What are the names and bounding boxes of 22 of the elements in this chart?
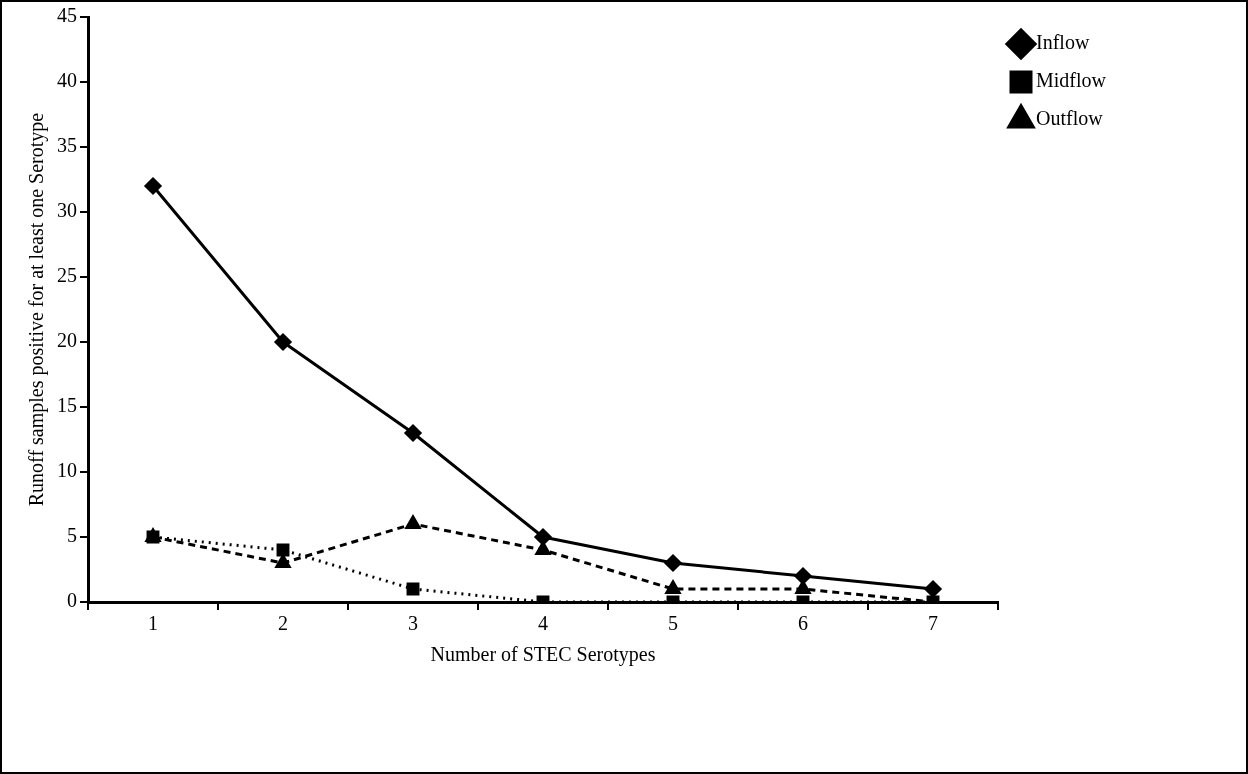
y-axis-title: Runoff samples positive for at least one Serotype xyxy=(25,112,49,507)
y-tick-label: 10 xyxy=(57,459,77,482)
x-tick-label: 2 xyxy=(278,612,288,635)
legend-label: Outflow xyxy=(1036,107,1104,130)
y-tick-label: 0 xyxy=(67,589,77,612)
legend-label: Inflow xyxy=(1036,31,1090,54)
x-tick-label: 1 xyxy=(148,612,158,635)
legend-label: Midflow xyxy=(1036,69,1107,92)
x-axis-title: Number of STEC Serotypes xyxy=(430,643,656,667)
x-tick-label: 6 xyxy=(798,612,808,635)
y-tick-label: 15 xyxy=(57,394,77,417)
x-tick-label: 4 xyxy=(538,612,548,635)
y-tick-label: 25 xyxy=(57,264,77,287)
x-tick-label: 7 xyxy=(928,612,938,635)
y-tick-label: 30 xyxy=(57,199,77,222)
x-tick-label: 5 xyxy=(668,612,678,635)
y-tick-label: 35 xyxy=(57,134,77,157)
x-tick-label: 3 xyxy=(408,612,418,635)
y-tick-label: 45 xyxy=(57,4,77,27)
y-tick-label: 5 xyxy=(67,524,77,547)
y-tick-label: 40 xyxy=(57,69,77,92)
y-tick-label: 20 xyxy=(57,329,77,352)
